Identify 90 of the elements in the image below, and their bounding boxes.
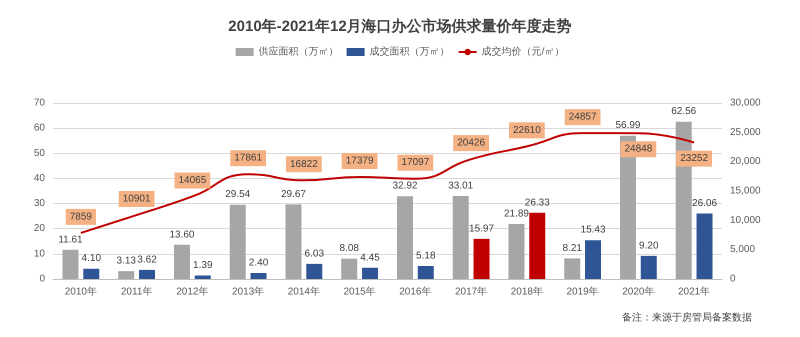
bar xyxy=(341,258,358,279)
data-label: 3.13 xyxy=(116,256,136,267)
bar xyxy=(585,240,602,279)
x-tick-label: 2014年 xyxy=(288,286,320,298)
text: 备注：来源于房管局备案数据 xyxy=(622,312,752,324)
x-tick-label: 2018年 xyxy=(510,286,543,298)
data-label: 10901 xyxy=(122,194,151,205)
y-tick-label: 20 xyxy=(34,223,46,234)
data-label: 5.18 xyxy=(416,250,436,262)
bar xyxy=(396,196,413,279)
x-tick-label: 2019年 xyxy=(566,286,599,298)
y-tick-label: 0 xyxy=(39,274,46,284)
bar xyxy=(250,272,267,279)
x-tick-label: 2010年 xyxy=(64,286,97,298)
x-tick-label: 2016年 xyxy=(399,286,432,298)
data-label: 33.01 xyxy=(448,180,474,192)
bar xyxy=(174,244,190,279)
data-label: 7859 xyxy=(70,211,92,222)
y2-tick-label: 0 xyxy=(730,274,736,284)
data-label: 22610 xyxy=(512,124,542,136)
data-label: 13.60 xyxy=(169,229,195,240)
y-tick-label: 70 xyxy=(34,98,46,108)
y-tick-label: 60 xyxy=(34,122,46,134)
x-tick-label: 2020年 xyxy=(622,286,654,298)
y-tick-label: 40 xyxy=(34,172,46,184)
data-label: 6.03 xyxy=(304,248,324,260)
data-label: 8.08 xyxy=(339,243,360,254)
data-label: 26.33 xyxy=(524,197,550,208)
y2-tick-label: 15,000 xyxy=(730,186,762,196)
data-label: 16822 xyxy=(290,158,318,170)
x-tick-label: 2015年 xyxy=(344,286,376,298)
bar xyxy=(640,256,657,279)
x-tick-label: 2017年 xyxy=(455,286,488,298)
bar xyxy=(139,270,156,279)
data-label: 15.97 xyxy=(469,223,494,234)
data-label: 56.99 xyxy=(615,120,641,132)
data-label: 21.89 xyxy=(504,208,530,220)
y-tick-label: 10 xyxy=(34,248,46,260)
x-tick-label: 2021年 xyxy=(678,286,710,298)
data-label: 29.67 xyxy=(280,188,306,200)
y2-tick-label: 5,000 xyxy=(730,244,756,256)
data-label: 62.56 xyxy=(671,106,697,118)
data-label: 1.39 xyxy=(193,260,213,272)
legend-label: 成交面积（万㎡） xyxy=(370,46,450,58)
bar xyxy=(285,204,302,279)
bar xyxy=(696,213,713,279)
data-label: 26.06 xyxy=(692,198,718,209)
data-label: 32.92 xyxy=(392,180,418,192)
x-tick-label: 2013年 xyxy=(232,286,264,298)
chart-title: 2010年-2021年12月海口办公市场供求量价年度走势 xyxy=(228,17,572,35)
data-label: 8.21 xyxy=(562,242,582,254)
y2-tick-label: 25,000 xyxy=(730,126,762,138)
bar xyxy=(529,212,546,279)
data-label: 24857 xyxy=(568,112,597,123)
bar xyxy=(118,271,134,279)
legend-label: 成交均价（元/㎡） xyxy=(482,46,564,58)
bar xyxy=(508,224,524,279)
data-label: 24848 xyxy=(624,144,653,155)
data-label: 4.45 xyxy=(360,252,380,264)
legend-label: 供应面积（万㎡） xyxy=(258,46,339,58)
data-label: 15.43 xyxy=(580,224,606,236)
data-label: 20426 xyxy=(457,138,486,149)
bar xyxy=(474,238,490,279)
x-tick-label: 2011年 xyxy=(120,286,152,298)
data-label: 11.61 xyxy=(58,234,84,246)
bar xyxy=(306,264,322,279)
data-label: 3.62 xyxy=(137,254,158,266)
bar xyxy=(362,268,378,279)
bar xyxy=(418,266,434,279)
data-label: 14065 xyxy=(178,174,207,186)
data-label: 23252 xyxy=(680,153,708,164)
data-label: 2.40 xyxy=(248,257,269,268)
data-label: 17097 xyxy=(401,157,430,168)
bar xyxy=(452,196,469,279)
y2-tick-label: 20,000 xyxy=(730,156,762,168)
data-label: 9.20 xyxy=(639,240,659,252)
bar xyxy=(564,258,580,279)
y2-tick-label: 30,000 xyxy=(730,98,762,108)
data-label: 29.54 xyxy=(225,189,251,200)
y2-tick-label: 10,000 xyxy=(730,214,762,226)
bar xyxy=(62,250,78,279)
bar xyxy=(230,204,246,279)
bar xyxy=(83,268,100,279)
data-label: 17861 xyxy=(234,152,262,164)
y-tick-label: 50 xyxy=(34,148,46,159)
bar xyxy=(194,276,211,279)
x-tick-label: 2012年 xyxy=(176,286,208,298)
data-label: 17379 xyxy=(346,156,374,167)
data-label: 4.10 xyxy=(82,253,102,264)
y-tick-label: 30 xyxy=(34,198,46,210)
